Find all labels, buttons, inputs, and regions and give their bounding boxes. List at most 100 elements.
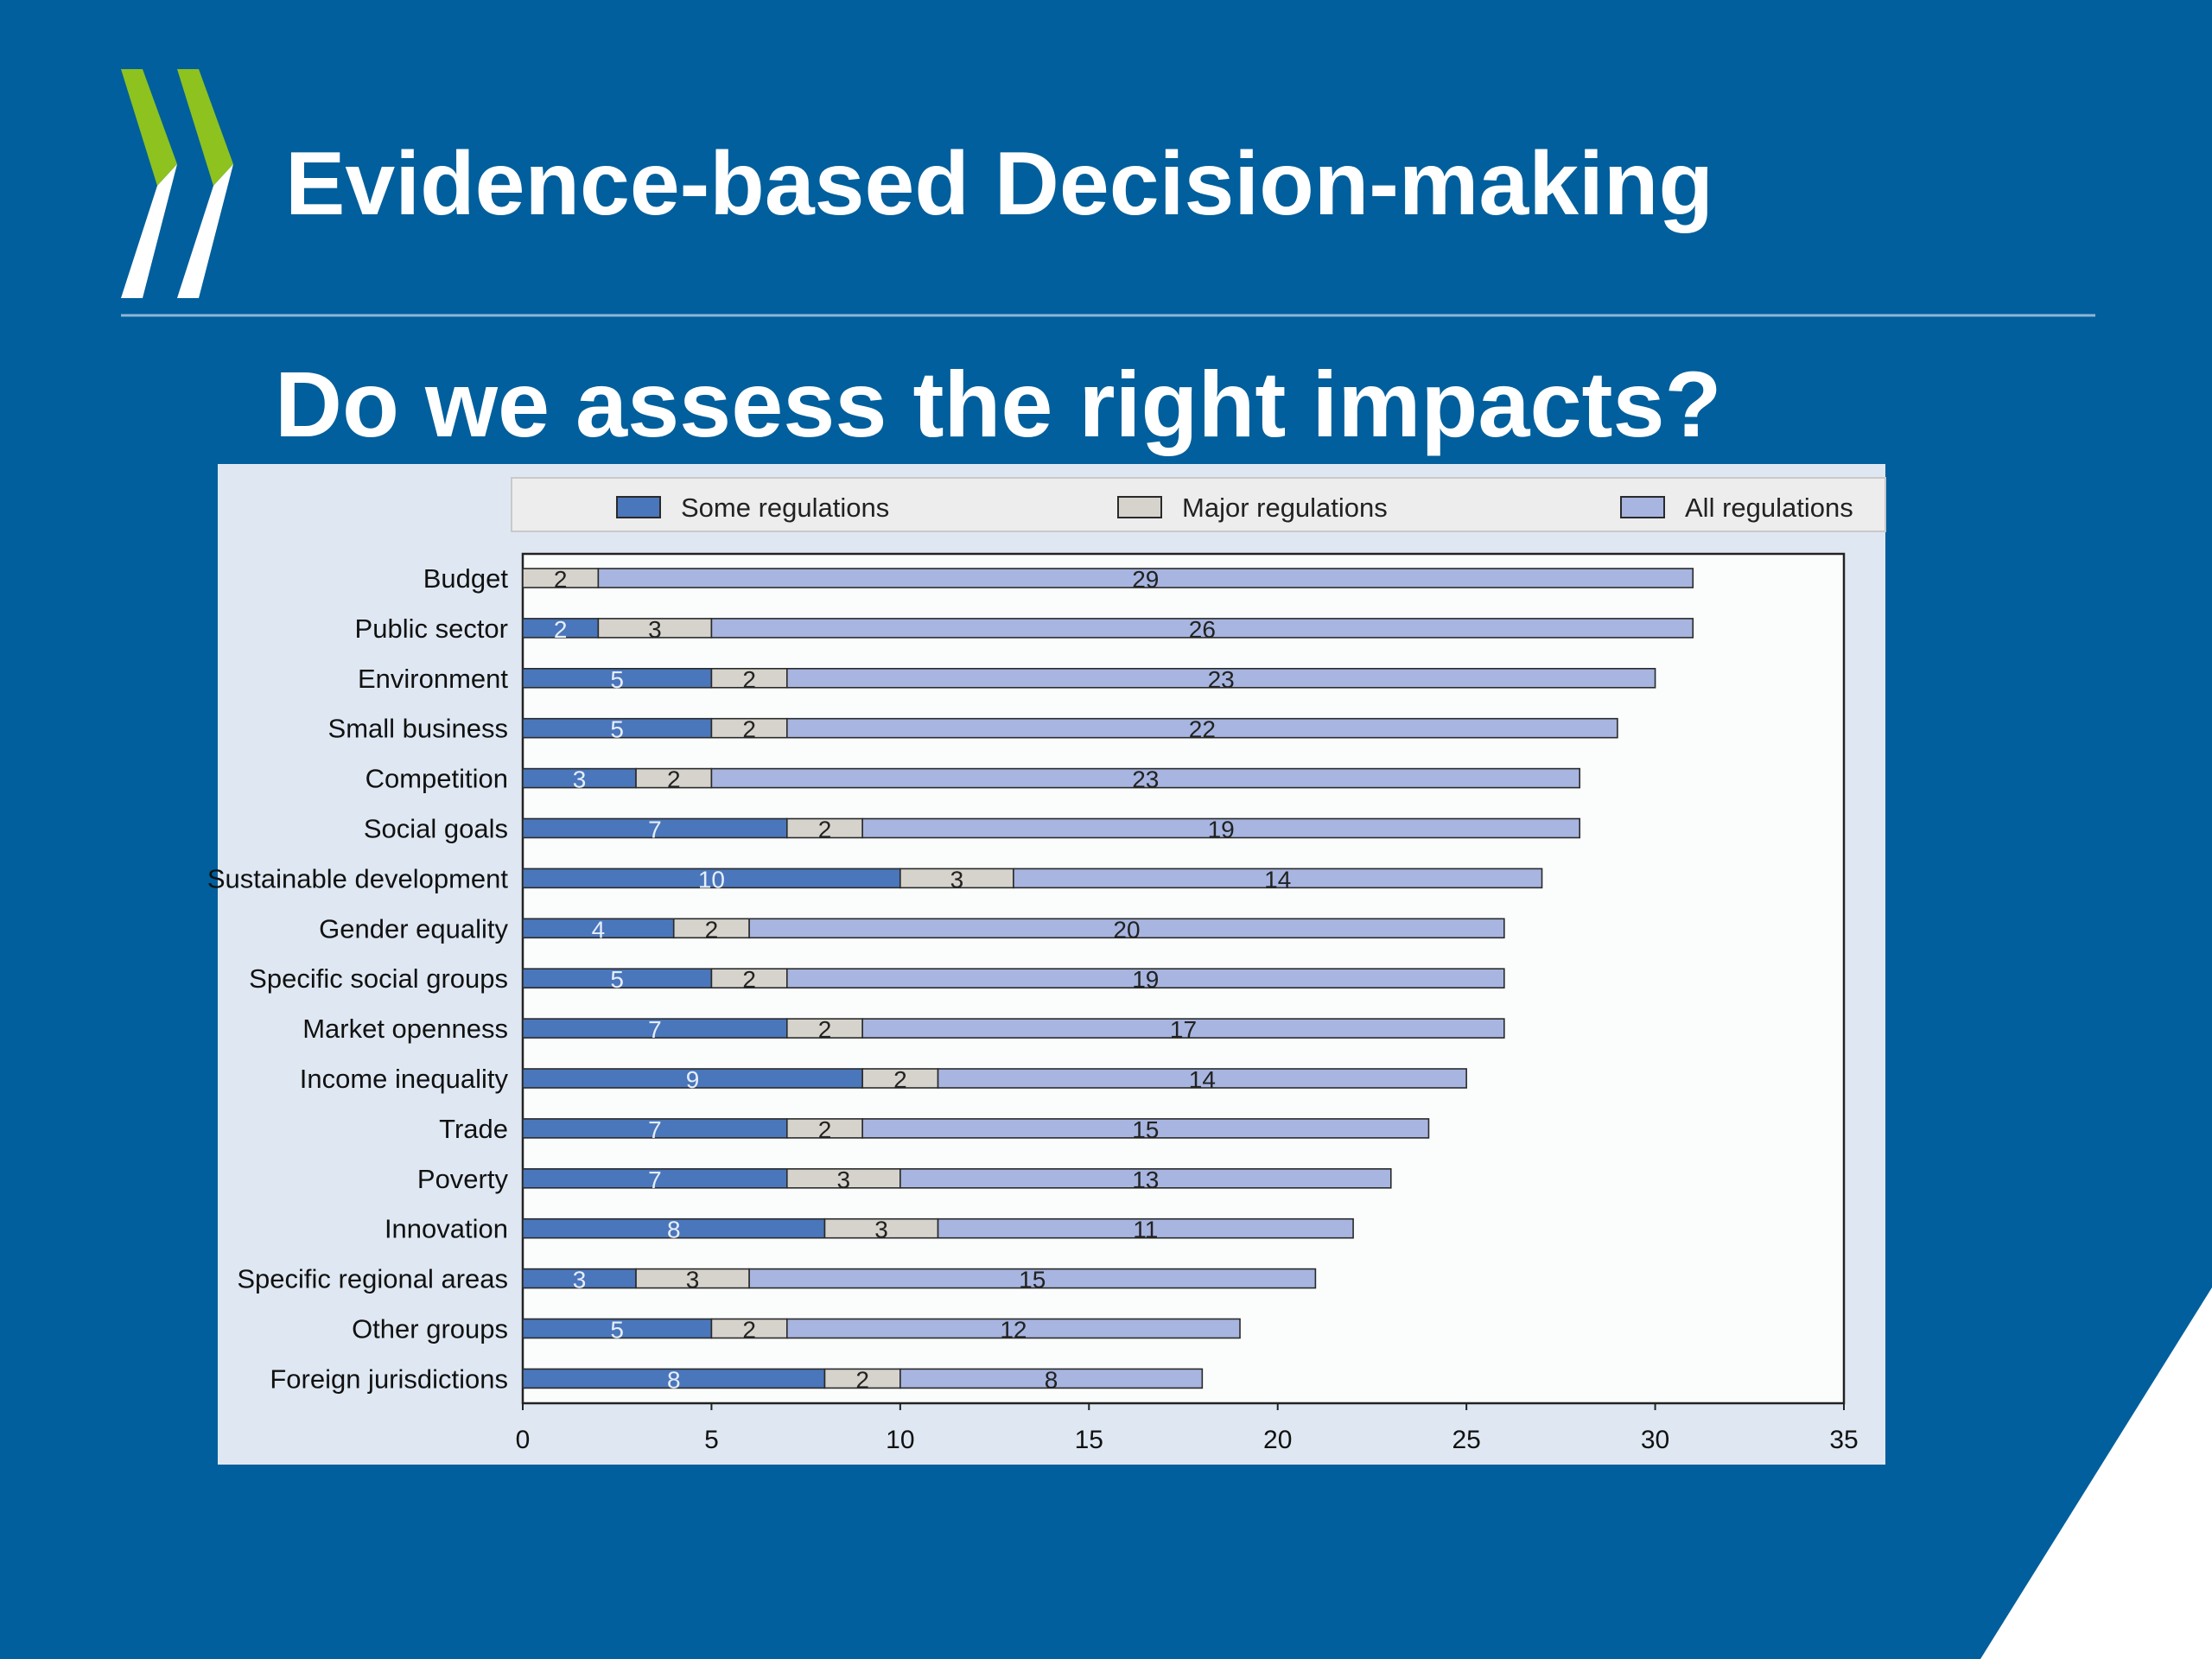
bar-all-regulations-income-inequality	[937, 1068, 1467, 1089]
data-label-all-regulations-specific-regional-areas: 15	[1019, 1267, 1046, 1294]
data-label-major-regulations-foreign-jurisdictions: 2	[855, 1366, 869, 1393]
legend-label-major-regulations: Major regulations	[1182, 493, 1388, 523]
data-label-all-regulations-social-goals: 19	[1208, 817, 1235, 843]
x-tick-label-25: 25	[1452, 1426, 1480, 1454]
data-label-major-regulations-budget: 2	[554, 566, 568, 593]
data-label-all-regulations-market-openness: 17	[1170, 1016, 1197, 1043]
data-label-all-regulations-innovation: 11	[1133, 1217, 1158, 1243]
data-label-all-regulations-poverty: 13	[1132, 1166, 1159, 1193]
data-label-all-regulations-trade: 15	[1132, 1116, 1159, 1143]
bar-all-regulations-social-goals	[861, 817, 1581, 839]
data-label-all-regulations-environment: 23	[1208, 666, 1235, 693]
x-tick-label-15: 15	[1075, 1426, 1103, 1454]
legend-label-some-regulations: Some regulations	[681, 493, 889, 523]
category-label-poverty: Poverty	[417, 1164, 509, 1194]
legend-swatch-all-regulations	[1620, 496, 1665, 518]
corner-triangle	[1980, 1287, 2212, 1659]
bar-all-regulations-market-openness	[861, 1018, 1505, 1039]
bar-all-regulations-gender-equality	[748, 918, 1505, 939]
data-label-all-regulations-budget: 29	[1132, 566, 1159, 593]
data-label-all-regulations-income-inequality: 14	[1189, 1066, 1216, 1093]
bar-all-regulations-specific-social-groups	[785, 968, 1505, 988]
data-label-some-regulations-trade: 7	[648, 1116, 662, 1143]
category-label-competition: Competition	[365, 764, 508, 794]
data-label-all-regulations-specific-social-groups: 19	[1132, 966, 1159, 993]
data-label-some-regulations-social-goals: 7	[648, 817, 662, 843]
category-label-trade: Trade	[439, 1114, 508, 1144]
data-label-some-regulations-specific-social-groups: 5	[610, 966, 624, 993]
data-label-major-regulations-public-sector: 3	[648, 616, 662, 643]
data-label-all-regulations-sustainable-development: 14	[1264, 866, 1291, 893]
data-label-some-regulations-sustainable-development: 10	[698, 866, 725, 893]
category-label-small-business: Small business	[328, 714, 508, 744]
bar-all-regulations-poverty	[899, 1168, 1392, 1189]
category-label-innovation: Innovation	[385, 1214, 508, 1244]
data-label-major-regulations-environment: 2	[742, 666, 756, 693]
x-axis: 0 5 10 15 20 25 30 35	[516, 1403, 1859, 1454]
data-label-major-regulations-gender-equality: 2	[705, 916, 719, 943]
chart-legend: Some regulations Major regulations All reg…	[511, 477, 1886, 532]
x-tick-label-10: 10	[886, 1426, 914, 1454]
data-label-some-regulations-foreign-jurisdictions: 8	[667, 1366, 681, 1393]
data-label-major-regulations-social-goals: 2	[818, 817, 832, 843]
data-label-some-regulations-income-inequality: 9	[686, 1066, 700, 1093]
bar-all-regulations-innovation	[937, 1217, 1354, 1239]
x-tick-label-5: 5	[704, 1426, 719, 1454]
logo-chevrons-icon	[121, 69, 233, 298]
category-label-budget: Budget	[423, 563, 509, 594]
data-label-some-regulations-poverty: 7	[648, 1166, 662, 1193]
bar-all-regulations-competition	[710, 767, 1581, 789]
category-label-specific-social-groups: Specific social groups	[249, 963, 508, 994]
legend-swatch-some-regulations	[616, 496, 661, 518]
bar-all-regulations-foreign-jurisdictions	[899, 1368, 1204, 1389]
data-label-all-regulations-other-groups: 12	[1000, 1317, 1027, 1344]
data-label-some-regulations-small-business: 5	[610, 716, 624, 743]
category-label-sustainable-development: Sustainable development	[207, 863, 509, 893]
slide-title: Evidence-based Decision-making	[285, 134, 1713, 234]
data-label-some-regulations-innovation: 8	[667, 1217, 681, 1243]
category-label-specific-regional-areas: Specific regional areas	[237, 1264, 508, 1294]
data-label-some-regulations-specific-regional-areas: 3	[573, 1267, 587, 1294]
bar-all-regulations-other-groups	[785, 1318, 1241, 1339]
data-label-major-regulations-innovation: 3	[874, 1217, 888, 1243]
data-label-major-regulations-competition: 2	[667, 766, 681, 793]
data-label-major-regulations-specific-social-groups: 2	[742, 966, 756, 993]
data-label-major-regulations-market-openness: 2	[818, 1016, 832, 1043]
data-label-some-regulations-other-groups: 5	[610, 1317, 624, 1344]
bar-all-regulations-public-sector	[710, 618, 1694, 639]
data-label-some-regulations-gender-equality: 4	[592, 916, 606, 943]
category-label-other-groups: Other groups	[352, 1314, 508, 1344]
x-tick-label-0: 0	[516, 1426, 531, 1454]
data-label-major-regulations-other-groups: 2	[742, 1317, 756, 1344]
data-label-some-regulations-competition: 3	[573, 766, 587, 793]
data-label-some-regulations-public-sector: 2	[554, 616, 568, 643]
bar-all-regulations-small-business	[785, 717, 1618, 739]
data-label-major-regulations-income-inequality: 2	[893, 1066, 907, 1093]
category-label-foreign-jurisdictions: Foreign jurisdictions	[270, 1363, 508, 1394]
category-label-gender-equality: Gender equality	[319, 913, 508, 944]
bar-all-regulations-sustainable-development	[1013, 868, 1543, 889]
bar-all-regulations-environment	[785, 667, 1656, 689]
legend-label-all-regulations: All regulations	[1685, 493, 1853, 523]
data-label-major-regulations-specific-regional-areas: 3	[686, 1267, 700, 1294]
data-label-all-regulations-gender-equality: 20	[1113, 916, 1140, 943]
category-label-environment: Environment	[358, 664, 508, 694]
data-label-all-regulations-small-business: 22	[1189, 716, 1216, 743]
bar-all-regulations-trade	[861, 1118, 1430, 1139]
slide-subtitle: Do we assess the right impacts?	[275, 352, 1722, 456]
data-label-major-regulations-trade: 2	[818, 1116, 832, 1143]
category-label-social-goals: Social goals	[364, 814, 508, 844]
data-label-some-regulations-environment: 5	[610, 666, 624, 693]
data-label-major-regulations-poverty: 3	[837, 1166, 851, 1193]
data-label-major-regulations-small-business: 2	[742, 716, 756, 743]
data-label-major-regulations-sustainable-development: 3	[950, 866, 964, 893]
legend-swatch-major-regulations	[1117, 496, 1162, 518]
category-label-income-inequality: Income inequality	[300, 1064, 509, 1094]
category-labels: Budget Public sector Environment Small busi…	[207, 563, 509, 1394]
category-label-market-openness: Market openness	[302, 1014, 508, 1044]
data-label-all-regulations-public-sector: 26	[1189, 616, 1216, 643]
x-tick-label-35: 35	[1829, 1426, 1858, 1454]
